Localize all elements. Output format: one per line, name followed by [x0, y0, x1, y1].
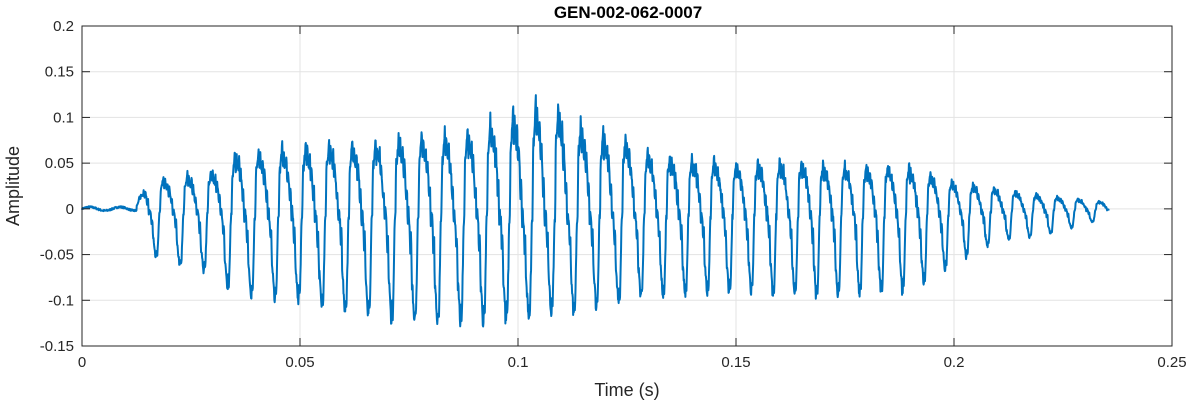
x-tick-label: 0.2 [944, 354, 965, 371]
axis-ticks: 0 0.05 0.1 0.15 0.2 0.25 -0.15 -0.1 -0.05 0 0.05 0.… [40, 18, 1187, 371]
y-tick-label: 0 [66, 201, 74, 218]
x-tick-label: 0.05 [285, 354, 314, 371]
x-tick-label: 0.25 [1157, 354, 1186, 371]
plot-area [81, 25, 1173, 347]
y-tick-label: -0.05 [40, 247, 74, 264]
y-axis-label: Amplitude [3, 146, 23, 226]
y-tick-label: -0.15 [40, 338, 74, 355]
y-tick-label: 0.2 [53, 18, 74, 35]
y-tick-label: -0.1 [48, 292, 74, 309]
x-axis-label: Time (s) [594, 380, 659, 400]
grid [82, 26, 1172, 346]
x-tick-label: 0 [78, 354, 86, 371]
chart-title: GEN-002-062-0007 [554, 3, 702, 22]
x-tick-label: 0.15 [721, 354, 750, 371]
y-tick-label: 0.15 [45, 64, 74, 81]
signal-line [81, 94, 1110, 328]
y-tick-label: 0.05 [45, 155, 74, 172]
y-tick-label: 0.1 [53, 109, 74, 126]
plot-frame [81, 25, 1173, 347]
x-tick-label: 0.1 [508, 354, 529, 371]
